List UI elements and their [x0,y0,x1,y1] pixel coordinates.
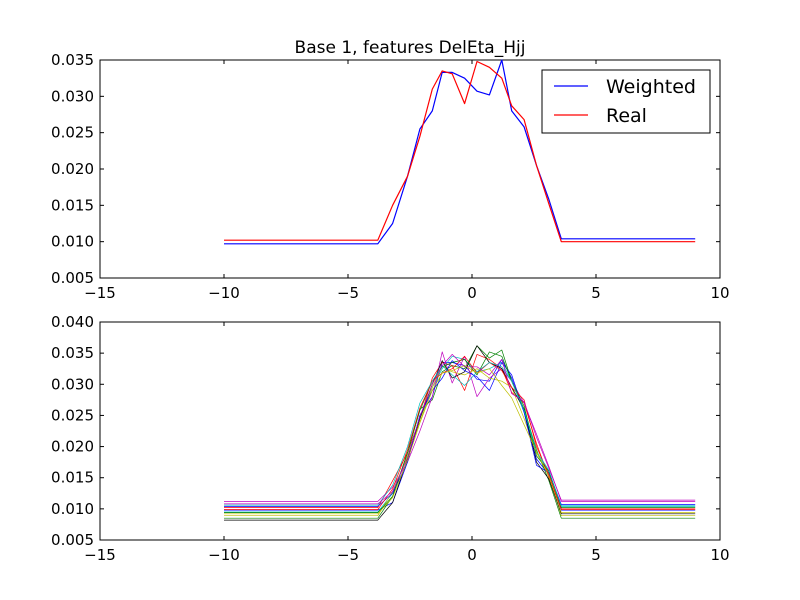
y-tick-label: 0.030 [51,87,94,105]
legend-label: Weighted [606,76,696,98]
x-tick-label: 5 [591,546,601,564]
y-tick-label: 0.040 [51,313,94,331]
x-tick-label: 5 [591,284,601,302]
y-tick-label: 0.015 [51,196,94,214]
series-line-11 [224,362,696,507]
x-tick-label: −10 [208,546,240,564]
x-tick-label: −5 [337,284,359,302]
x-tick-label: −15 [84,546,116,564]
y-tick-label: 0.020 [51,160,94,178]
series-line-13 [224,365,696,515]
series-line-12 [224,354,696,505]
y-tick-label: 0.015 [51,469,94,487]
y-tick-label: 0.010 [51,500,94,518]
x-tick-label: 10 [710,546,729,564]
y-tick-label: 0.025 [51,124,94,142]
y-tick-label: 0.025 [51,406,94,424]
bottom-subplot: −15 −10 −5 0 5 10 0.005 0.010 0.015 0.020 0.025 0.0… [51,313,730,564]
chart-title: Base 1, features DelEta_Hjj [295,38,526,58]
axes-frame [99,321,721,541]
y-tick-label: 0.005 [51,269,94,287]
y-tick-label: 0.030 [51,375,94,393]
series-line-10 [224,355,696,510]
x-tick-label: 0 [467,284,477,302]
top-subplot: −15 −10 −5 0 5 10 0.005 0.010 0.015 0.020 0.025 0.0… [51,51,730,302]
x-tick-label: 10 [710,284,729,302]
y-tick-label: 0.010 [51,233,94,251]
x-tick-label: −15 [84,284,116,302]
legend [541,69,711,134]
y-tick-label: 0.035 [51,51,94,69]
x-tick-label: −10 [208,284,240,302]
y-tick-label: 0.020 [51,438,94,456]
x-tick-label: 0 [467,546,477,564]
y-tick-label: 0.035 [51,344,94,362]
series-line-3 [224,354,696,509]
x-tick-label: −5 [337,546,359,564]
series-line-real [224,60,696,243]
legend-label: Real [606,105,647,127]
y-tick-label: 0.005 [51,531,94,549]
